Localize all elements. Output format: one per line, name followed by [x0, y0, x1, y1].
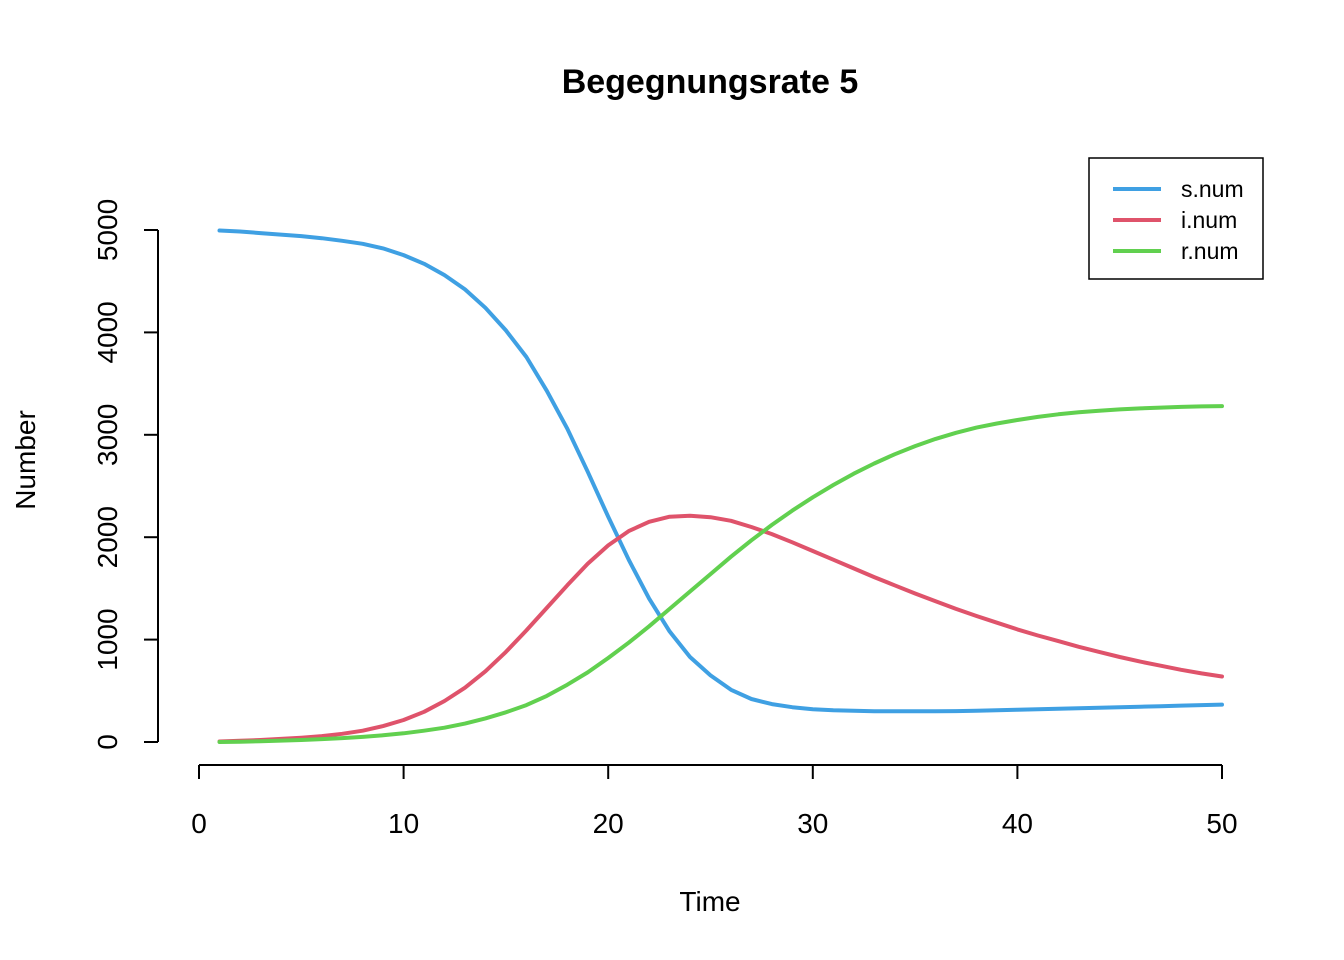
x-axis-label: Time: [679, 886, 740, 917]
y-tick-label: 2000: [92, 506, 123, 568]
y-axis: 0 1000 2000 3000 4000 5000: [92, 199, 159, 750]
y-tick-label: 1000: [92, 608, 123, 670]
y-tick-label: 5000: [92, 199, 123, 261]
x-tick-label: 50: [1206, 808, 1237, 839]
x-tick-label: 30: [797, 808, 828, 839]
legend: s.num i.num r.num: [1088, 157, 1264, 280]
legend-label-s-num: s.num: [1181, 176, 1244, 202]
x-tick-label: 0: [191, 808, 207, 839]
x-axis: 0 10 20 30 40 50: [191, 764, 1238, 839]
legend-label-r-num: r.num: [1181, 238, 1239, 264]
x-tick-label: 10: [388, 808, 419, 839]
y-tick-label: 0: [92, 734, 123, 750]
series-line-s-num: [217, 228, 1224, 714]
x-tick-label: 40: [1002, 808, 1033, 839]
chart-title: Begegnungsrate 5: [562, 63, 859, 101]
y-axis-label: Number: [10, 410, 41, 510]
plot-series: [217, 228, 1224, 744]
y-tick-label: 3000: [92, 404, 123, 466]
legend-label-i-num: i.num: [1181, 207, 1237, 233]
x-tick-label: 20: [593, 808, 624, 839]
series-line-i-num: [217, 513, 1224, 744]
series-line-r-num: [217, 404, 1224, 744]
y-tick-label: 4000: [92, 301, 123, 363]
